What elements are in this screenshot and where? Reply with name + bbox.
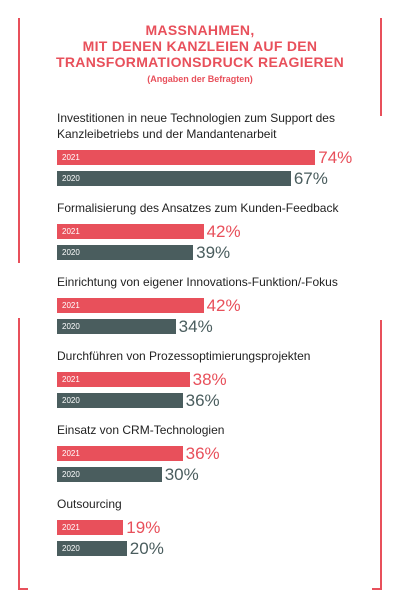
frame-line [18, 318, 20, 590]
bar [57, 372, 190, 387]
bar [57, 298, 204, 313]
category-label: Formalisierung des Ansatzes zum Kunden-F… [57, 201, 339, 215]
bar-series-label: 2020 [62, 248, 80, 257]
bar [57, 393, 183, 408]
chart-subtitle: (Angaben der Befragten) [147, 74, 253, 84]
category-label: Einsatz von CRM-Technologien [57, 423, 225, 437]
value-label: 39% [196, 243, 231, 262]
bar [57, 150, 316, 165]
value-label: 19% [126, 518, 161, 537]
value-label: 38% [192, 370, 227, 389]
frame-line [18, 588, 28, 590]
bar-series-label: 2021 [62, 523, 80, 532]
value-label: 42% [206, 296, 241, 315]
bar [57, 541, 127, 556]
value-label: 30% [164, 465, 199, 484]
category-label: Outsourcing [57, 497, 122, 511]
frame-line [372, 588, 382, 590]
bar-series-label: 2020 [62, 174, 80, 183]
value-label: 36% [185, 391, 220, 410]
bar-series-label: 2021 [62, 375, 80, 384]
bar [57, 245, 194, 260]
value-label: 42% [206, 222, 241, 241]
title-line: MIT DENEN KANZLEIEN AUF DEN [82, 38, 318, 54]
value-label: 74% [318, 148, 353, 167]
category-label: Investitionen in neue Technologien zum S… [57, 111, 335, 141]
bar-series-label: 2020 [62, 470, 80, 479]
bar-series-label: 2021 [62, 301, 80, 310]
frame-line [18, 18, 20, 263]
bar [57, 319, 176, 334]
bar-series-label: 2021 [62, 227, 80, 236]
value-label: 34% [178, 317, 213, 336]
bar [57, 467, 162, 482]
bar [57, 520, 124, 535]
value-label: 20% [129, 539, 164, 558]
chart-title: MASSNAHMEN, MIT DENEN KANZLEIEN AUF DEN TR… [0, 22, 400, 70]
title-line: MASSNAHMEN, [145, 22, 255, 38]
frame-line [380, 18, 382, 116]
bar [57, 446, 183, 461]
title-line: TRANSFORMATIONSDRUCK REAGIEREN [56, 54, 344, 70]
bar-series-label: 2021 [62, 153, 80, 162]
value-label: 36% [185, 444, 220, 463]
bar [57, 224, 204, 239]
frame-line [380, 320, 382, 590]
bar-series-label: 2020 [62, 322, 80, 331]
value-label: 67% [293, 169, 328, 188]
bar-series-label: 2020 [62, 396, 80, 405]
category-label: Durchführen von Prozessoptimierungsproje… [57, 349, 311, 363]
bar [57, 171, 291, 186]
category-label: Einrichtung von eigener Innovations-Funk… [57, 275, 338, 289]
bar-series-label: 2020 [62, 544, 80, 553]
bar-series-label: 2021 [62, 449, 80, 458]
